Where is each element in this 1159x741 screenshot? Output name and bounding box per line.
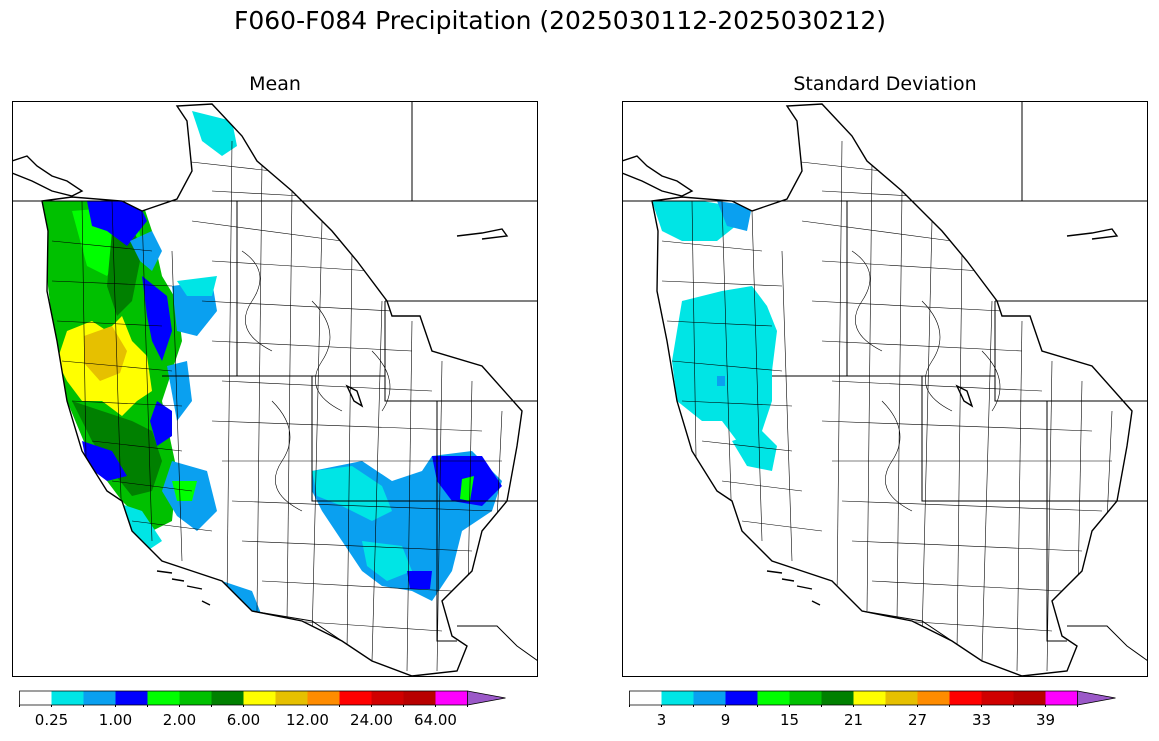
mean-colorbar-tick-label: 24.00 bbox=[350, 711, 393, 729]
stddev-basin-boundaries bbox=[661, 140, 1113, 672]
stddev-colorbar-segment bbox=[629, 691, 662, 705]
mean-colorbar-tick-label: 64.00 bbox=[414, 711, 457, 729]
stddev-colorbar-segment bbox=[853, 691, 886, 705]
mean-panel-title: Mean bbox=[249, 73, 301, 95]
mean-colorbar-segment bbox=[339, 691, 372, 705]
stddev-colorbar-segment bbox=[821, 691, 854, 705]
stddev-colorbar-segment bbox=[725, 691, 758, 705]
stddev-colorbar-tick-label: 9 bbox=[720, 711, 731, 729]
mean-colorbar-segment bbox=[115, 691, 148, 705]
stddev-colorbar-segment bbox=[661, 691, 694, 705]
mean-colorbar-segment bbox=[51, 691, 84, 705]
mean-colorbar-segment bbox=[147, 691, 180, 705]
stddev-colorbar-tick-label: 27 bbox=[907, 711, 928, 729]
stddev-colorbar-segment bbox=[1045, 691, 1078, 705]
mean-state-borders bbox=[12, 101, 538, 662]
mean-great-salt-lake bbox=[345, 384, 364, 408]
mean-colorbar-tick-label: 2.00 bbox=[162, 711, 197, 729]
mean-colorbar-segment bbox=[179, 691, 212, 705]
mean-colorbar-segment bbox=[211, 691, 244, 705]
stddev-map-frame bbox=[622, 101, 1148, 677]
mean-map bbox=[12, 101, 538, 677]
stddev-colorbar-extend-arrow bbox=[1077, 690, 1116, 706]
mean-colorbar-segment bbox=[371, 691, 404, 705]
mean-colorbar-tick-label: 12.00 bbox=[286, 711, 329, 729]
mean-map-frame bbox=[12, 101, 538, 677]
stddev-colorbar-tick-label: 15 bbox=[779, 711, 800, 729]
stddev-vancouver-island bbox=[622, 155, 694, 197]
stddev-panel-title: Standard Deviation bbox=[793, 73, 977, 95]
stddev-colorbar-segment bbox=[885, 691, 918, 705]
mean-colorbar-segment bbox=[403, 691, 436, 705]
mean-basin-boundaries bbox=[51, 140, 503, 672]
mean-colorbar-segment bbox=[435, 691, 468, 705]
figure-title: F060-F084 Precipitation (2025030112-2025… bbox=[233, 6, 886, 35]
stddev-great-salt-lake bbox=[955, 384, 974, 408]
mean-colorbar-tick-label: 6.00 bbox=[226, 711, 261, 729]
stddev-colorbar-segment bbox=[949, 691, 982, 705]
stddev-field bbox=[652, 201, 777, 471]
stddev-colorbar-tick-label: 39 bbox=[1035, 711, 1056, 729]
stddev-lake-east bbox=[1066, 228, 1119, 240]
stddev-colorbar-segment bbox=[789, 691, 822, 705]
mean-colorbar-segment bbox=[243, 691, 276, 705]
mean-vancouver-island bbox=[12, 155, 84, 197]
stddev-channel-islands bbox=[766, 570, 821, 606]
mean-channel-islands bbox=[156, 570, 211, 606]
stddev-colorbar-segment bbox=[693, 691, 726, 705]
stddev-colorbar-segment bbox=[981, 691, 1014, 705]
stddev-colorbar-tick-label: 21 bbox=[843, 711, 864, 729]
stddev-colorbar-tick-label: 33 bbox=[971, 711, 992, 729]
mean-colorbar-segment bbox=[83, 691, 116, 705]
mean-lake-east bbox=[456, 228, 509, 240]
mean-colorbar-tick-label: 0.25 bbox=[34, 711, 69, 729]
stddev-colorbar-tick-label: 3 bbox=[656, 711, 667, 729]
mean-colorbar-tick-label: 1.00 bbox=[98, 711, 133, 729]
mean-colorbar-extend-arrow bbox=[467, 690, 506, 706]
stddev-state-borders bbox=[622, 101, 1148, 662]
stddev-colorbar bbox=[629, 689, 1141, 711]
stddev-colorbar-segment bbox=[757, 691, 790, 705]
mean-colorbar-segment bbox=[307, 691, 340, 705]
stddev-colorbar-segment bbox=[917, 691, 950, 705]
mean-colorbar bbox=[19, 689, 531, 711]
stddev-colorbar-segment bbox=[1013, 691, 1046, 705]
mean-colorbar-segment bbox=[19, 691, 52, 705]
mean-colorbar-segment bbox=[275, 691, 308, 705]
stddev-map bbox=[622, 101, 1148, 677]
